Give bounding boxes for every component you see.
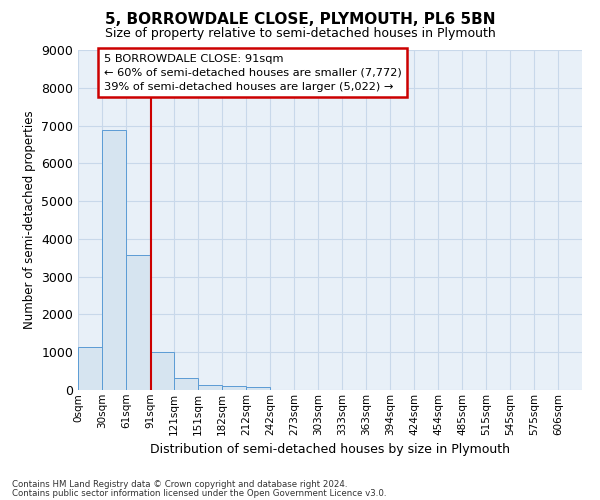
Text: 5, BORROWDALE CLOSE, PLYMOUTH, PL6 5BN: 5, BORROWDALE CLOSE, PLYMOUTH, PL6 5BN (105, 12, 495, 28)
Bar (222, 386, 246, 390)
Bar (150, 352, 174, 390)
Text: Contains public sector information licensed under the Open Government Licence v3: Contains public sector information licen… (12, 488, 386, 498)
Bar (78, 348, 102, 390)
Text: Size of property relative to semi-detached houses in Plymouth: Size of property relative to semi-detach… (104, 28, 496, 40)
Bar (174, 378, 198, 390)
Bar (102, 130, 126, 390)
X-axis label: Distribution of semi-detached houses by size in Plymouth: Distribution of semi-detached houses by … (150, 443, 510, 456)
Bar (198, 384, 222, 390)
Text: 5 BORROWDALE CLOSE: 91sqm
← 60% of semi-detached houses are smaller (7,772)
39% : 5 BORROWDALE CLOSE: 91sqm ← 60% of semi-… (104, 54, 401, 92)
Bar (126, 255, 150, 390)
Bar (246, 387, 270, 390)
Y-axis label: Number of semi-detached properties: Number of semi-detached properties (23, 110, 35, 330)
Text: Contains HM Land Registry data © Crown copyright and database right 2024.: Contains HM Land Registry data © Crown c… (12, 480, 347, 489)
